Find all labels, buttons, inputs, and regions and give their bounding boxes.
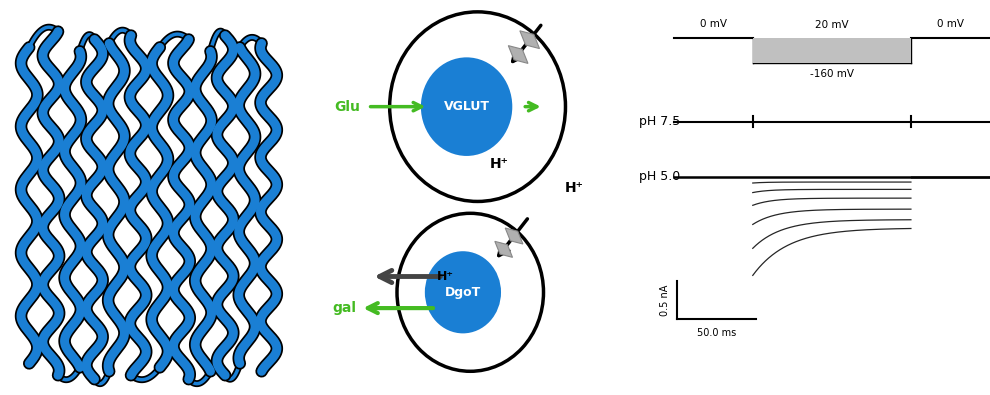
Text: 0 mV: 0 mV: [937, 19, 964, 29]
Polygon shape: [508, 46, 528, 64]
Text: Glu: Glu: [335, 100, 360, 114]
Text: pH 5.0: pH 5.0: [639, 170, 680, 183]
Bar: [752, 38, 911, 63]
Text: H⁺: H⁺: [438, 270, 454, 283]
Text: 0.5 nA: 0.5 nA: [660, 284, 670, 316]
Circle shape: [425, 251, 501, 333]
Text: -160 mV: -160 mV: [810, 69, 853, 79]
Polygon shape: [495, 241, 513, 258]
Text: pH 7.5: pH 7.5: [639, 115, 680, 128]
Polygon shape: [520, 31, 540, 49]
Text: H⁺: H⁺: [565, 181, 584, 195]
Circle shape: [421, 57, 512, 156]
Polygon shape: [505, 228, 523, 244]
Text: H⁺: H⁺: [490, 156, 509, 171]
Text: VGLUT: VGLUT: [444, 100, 490, 113]
Text: 50.0 ms: 50.0 ms: [697, 328, 737, 339]
Text: DgoT: DgoT: [445, 286, 481, 299]
Text: gal: gal: [333, 301, 356, 315]
Text: 20 mV: 20 mV: [815, 20, 848, 30]
Text: 0 mV: 0 mV: [700, 19, 727, 29]
